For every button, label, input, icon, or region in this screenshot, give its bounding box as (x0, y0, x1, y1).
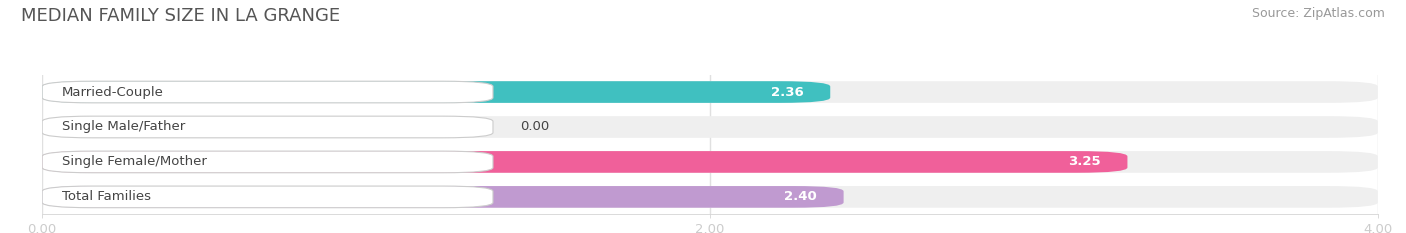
Text: 3.25: 3.25 (1069, 155, 1101, 168)
Text: Source: ZipAtlas.com: Source: ZipAtlas.com (1251, 7, 1385, 20)
FancyBboxPatch shape (42, 81, 830, 103)
FancyBboxPatch shape (42, 81, 1378, 103)
Text: 0.00: 0.00 (520, 120, 548, 134)
Text: Single Male/Father: Single Male/Father (62, 120, 186, 134)
Text: 2.36: 2.36 (770, 86, 803, 99)
FancyBboxPatch shape (42, 151, 1128, 173)
FancyBboxPatch shape (42, 116, 1378, 138)
Text: Single Female/Mother: Single Female/Mother (62, 155, 207, 168)
FancyBboxPatch shape (42, 186, 1378, 208)
FancyBboxPatch shape (42, 186, 844, 208)
Text: 2.40: 2.40 (785, 190, 817, 203)
FancyBboxPatch shape (42, 116, 494, 138)
FancyBboxPatch shape (42, 186, 494, 208)
FancyBboxPatch shape (42, 81, 494, 103)
FancyBboxPatch shape (42, 151, 1378, 173)
Text: Total Families: Total Families (62, 190, 152, 203)
Text: Married-Couple: Married-Couple (62, 86, 165, 99)
FancyBboxPatch shape (42, 151, 494, 173)
Text: MEDIAN FAMILY SIZE IN LA GRANGE: MEDIAN FAMILY SIZE IN LA GRANGE (21, 7, 340, 25)
